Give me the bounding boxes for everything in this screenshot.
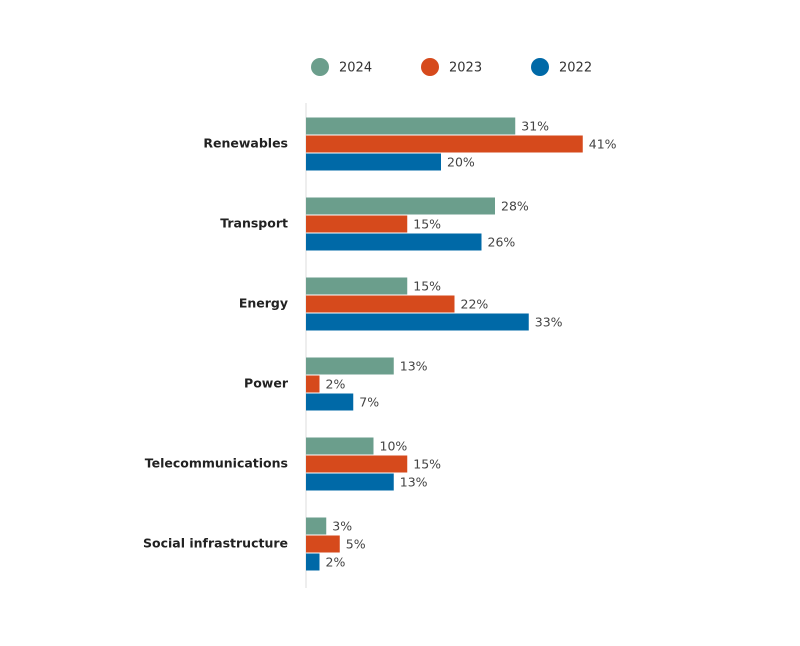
bar xyxy=(306,313,529,331)
value-label: 28% xyxy=(501,199,529,214)
bar xyxy=(306,375,320,393)
legend-label: 2023 xyxy=(449,61,482,76)
bar xyxy=(306,473,394,491)
value-label: 7% xyxy=(359,395,379,410)
category-label: Social infrastructure xyxy=(143,536,288,551)
bar xyxy=(306,153,441,171)
value-label: 26% xyxy=(488,235,516,250)
value-label: 41% xyxy=(589,137,617,152)
bar xyxy=(306,517,327,535)
legend-marker xyxy=(421,58,439,76)
value-label: 15% xyxy=(413,217,441,232)
bar xyxy=(306,135,583,153)
value-label: 15% xyxy=(413,457,441,472)
bar xyxy=(306,357,394,375)
legend-marker xyxy=(531,58,549,76)
category-label: Energy xyxy=(239,296,288,311)
bar xyxy=(306,535,340,553)
value-label: 2% xyxy=(326,377,346,392)
value-label: 10% xyxy=(380,439,408,454)
value-label: 3% xyxy=(332,519,352,534)
bar xyxy=(306,215,408,233)
value-label: 20% xyxy=(447,155,475,170)
value-label: 2% xyxy=(326,555,346,570)
value-label: 22% xyxy=(461,297,489,312)
bar xyxy=(306,197,495,215)
value-label: 31% xyxy=(521,119,549,134)
value-label: 13% xyxy=(400,359,428,374)
bar xyxy=(306,233,482,251)
bar xyxy=(306,295,455,313)
category-label: Transport xyxy=(220,216,288,231)
value-label: 13% xyxy=(400,475,428,490)
bar xyxy=(306,277,408,295)
legend-marker xyxy=(311,58,329,76)
bar xyxy=(306,393,354,411)
category-label: Renewables xyxy=(203,136,288,151)
value-label: 15% xyxy=(413,279,441,294)
category-label: Power xyxy=(244,376,289,391)
value-label: 33% xyxy=(535,315,563,330)
bar xyxy=(306,455,408,473)
bar xyxy=(306,553,320,571)
legend-label: 2024 xyxy=(339,61,372,76)
bar xyxy=(306,437,374,455)
value-label: 5% xyxy=(346,537,366,552)
legend-label: 2022 xyxy=(559,61,592,76)
category-label: Telecommunications xyxy=(145,456,288,471)
bar xyxy=(306,117,516,135)
